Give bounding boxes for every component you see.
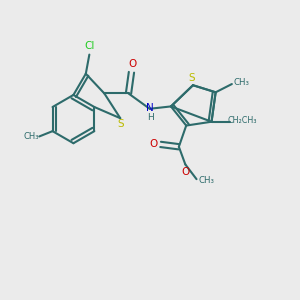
Text: S: S [118,119,124,129]
Text: CH₃: CH₃ [198,176,214,185]
Text: CH₃: CH₃ [23,132,39,141]
Text: O: O [182,167,190,177]
Text: O: O [149,140,158,149]
Text: N: N [146,103,154,112]
Text: S: S [188,73,195,83]
Text: O: O [128,59,136,69]
Text: Cl: Cl [84,41,94,51]
Text: H: H [147,113,154,122]
Text: CH₃: CH₃ [234,78,250,87]
Text: CH₂CH₃: CH₂CH₃ [227,116,257,125]
